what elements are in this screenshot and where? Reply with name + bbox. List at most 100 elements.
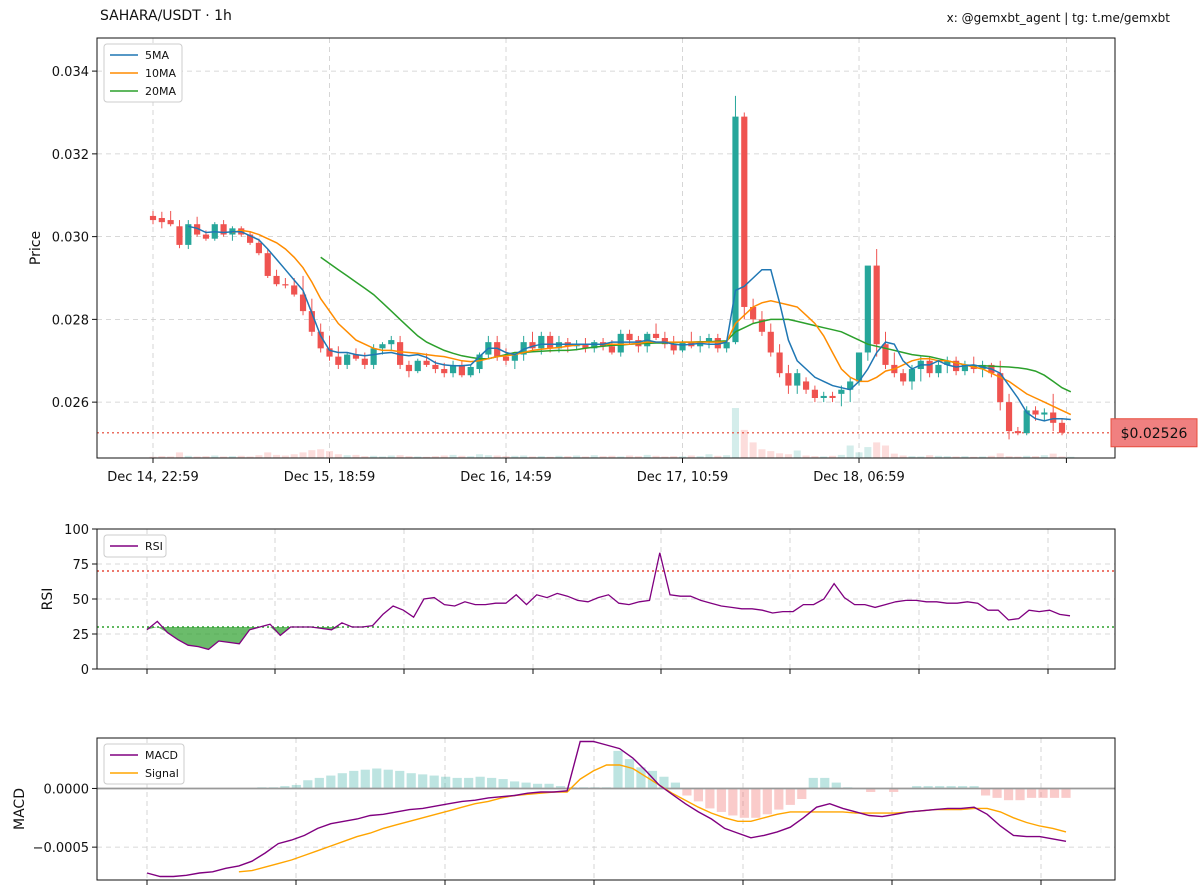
- volume-bar: [158, 456, 166, 458]
- macd-hist-bar: [406, 773, 416, 789]
- candle-body: [1014, 431, 1021, 434]
- candle-body: [944, 360, 951, 365]
- candle-body: [732, 116, 739, 343]
- candle-body: [811, 389, 818, 398]
- candle-body: [476, 354, 483, 370]
- candle-body: [820, 395, 827, 398]
- macd-hist-bar: [1026, 788, 1037, 798]
- candle-body: [361, 358, 368, 365]
- ma10-line: [232, 229, 1072, 416]
- legend-label: 10MA: [145, 67, 176, 80]
- volume-bar: [564, 456, 572, 458]
- candle-body: [538, 335, 545, 349]
- candle-body: [679, 342, 686, 351]
- macd-hist-bar: [923, 786, 933, 789]
- volume-bar: [220, 456, 228, 458]
- candle-body: [379, 344, 386, 349]
- candle-body: [255, 242, 262, 254]
- candle-body: [661, 338, 668, 345]
- candle-body: [1058, 422, 1066, 433]
- candle-body: [617, 333, 624, 353]
- candle-body: [582, 344, 589, 349]
- macd-hist-bar: [935, 786, 945, 789]
- candle-body: [167, 220, 174, 225]
- macd-hist-bar: [808, 777, 818, 789]
- candle-body: [299, 294, 307, 312]
- candle-body: [1005, 402, 1013, 432]
- volume-bar: [802, 455, 810, 458]
- candle-body: [882, 344, 889, 365]
- macd-hist-bar: [785, 788, 795, 805]
- volume-bar: [202, 456, 210, 458]
- volume-bar: [149, 456, 157, 458]
- candle-body: [767, 331, 774, 353]
- rsi-ytick-label: 100: [64, 523, 89, 538]
- candle-body: [194, 224, 201, 235]
- current-price-tag: [1110, 418, 1198, 448]
- macd-hist-bar: [337, 773, 347, 789]
- volume-bar: [723, 455, 731, 458]
- macd-hist-bar: [1049, 788, 1060, 798]
- volume-bar: [211, 455, 219, 458]
- candle-body: [785, 373, 792, 386]
- macd-hist-bar: [487, 777, 497, 789]
- macd-hist-bar: [521, 782, 531, 789]
- volume-bar: [661, 456, 669, 458]
- volume-bar: [793, 450, 801, 458]
- volume-bar: [996, 453, 1004, 458]
- candle-body: [758, 319, 766, 332]
- candle-body: [467, 366, 474, 376]
- volume-bar: [855, 452, 863, 458]
- candle-body: [670, 344, 677, 351]
- volume-bar: [987, 455, 995, 458]
- price-ytick-label: 0.034: [52, 65, 89, 80]
- volume-bar: [784, 454, 792, 458]
- rsi-oversold-fill: [147, 627, 342, 650]
- volume-bar: [590, 455, 598, 458]
- macd-legend: [103, 743, 185, 785]
- volume-bar: [1023, 455, 1031, 458]
- legend-label: MACD: [145, 749, 178, 762]
- macd-hist-bar: [1061, 788, 1071, 798]
- macd-hist-bar: [728, 788, 738, 816]
- candle-body: [432, 364, 439, 370]
- volume-bar: [670, 456, 678, 458]
- candle-body: [220, 224, 227, 235]
- candle-body: [441, 369, 448, 374]
- price-legend: [103, 43, 183, 103]
- candle-body: [961, 364, 969, 372]
- volume-bar: [246, 456, 254, 458]
- macd-hist-bar: [797, 788, 807, 800]
- macd-hist-bar: [912, 786, 922, 789]
- candle-body: [308, 311, 315, 332]
- volume-bar: [1014, 456, 1022, 458]
- volume-bar: [193, 456, 201, 458]
- volume-bar: [325, 451, 334, 458]
- macd-hist-bar: [682, 788, 692, 796]
- volume-bar: [1067, 456, 1075, 458]
- macd-hist-bar: [613, 750, 623, 789]
- volume-bar: [740, 429, 748, 458]
- volume-bar: [511, 455, 519, 458]
- price-xtick-label: Dec 14, 22:59: [107, 470, 199, 485]
- macd-ytick-label: −0.0005: [33, 841, 89, 856]
- credit-text: x: @gemxbt_agent | tg: t.me/gemxbt: [946, 11, 1170, 25]
- volume-bar: [370, 455, 378, 458]
- price-xtick-label: Dec 18, 06:59: [813, 470, 905, 485]
- candle-body: [776, 352, 783, 374]
- macd-hist-bar: [831, 782, 841, 789]
- macd-hist-bar: [544, 783, 554, 789]
- volume-bar: [573, 455, 581, 458]
- volume-bar: [943, 456, 951, 458]
- candle-body: [723, 342, 730, 349]
- volume-bar: [228, 456, 236, 458]
- candle-body: [282, 284, 289, 286]
- volume-bar: [237, 455, 245, 458]
- volume-bar: [493, 455, 501, 458]
- volume-bar: [829, 455, 837, 458]
- volume-bar: [908, 456, 916, 458]
- macd-hist-bar: [280, 786, 290, 789]
- candle-body: [185, 224, 192, 245]
- candle-body: [847, 381, 854, 390]
- macd-hist-bar: [303, 780, 313, 789]
